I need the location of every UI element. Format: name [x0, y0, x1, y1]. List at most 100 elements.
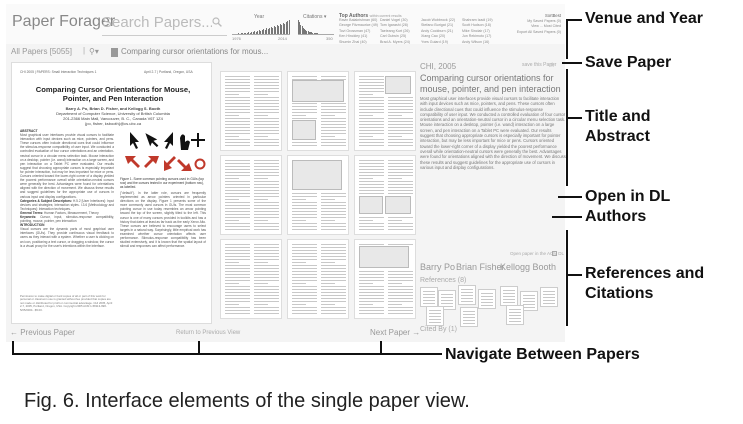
author-item[interactable]: Taeleang Kurt (26) [380, 28, 410, 33]
author-item[interactable]: Yves Guiard (19) [421, 39, 448, 44]
author-item[interactable]: Mike Sinclair (17) [462, 28, 490, 33]
open-in-dl-link[interactable]: Open paper in the ACM DL [510, 251, 565, 256]
author-item[interactable]: Jacob Wobbrock (22) [421, 18, 456, 22]
thumbnail-text-line [225, 121, 250, 122]
thumbnail-text-line [225, 166, 250, 167]
author-column-4[interactable]: Shahram Izadi (19) Scott Hudson (18) Mik… [462, 18, 508, 45]
search-icon[interactable] [212, 17, 222, 27]
thumbnail-text-line [254, 94, 268, 95]
histogram-bar [288, 20, 290, 34]
return-to-previous-view-button[interactable]: Return to Previous View [176, 330, 241, 336]
thumbnail-text-line [292, 292, 317, 293]
thumbnail-text-line [225, 313, 250, 314]
thumbnail-text-line [359, 292, 384, 293]
thumbnail-text-line [225, 136, 239, 137]
most-cited-link[interactable]: View ... Most Cited [531, 24, 561, 28]
page-thumbnail[interactable] [287, 155, 349, 235]
reference-paper-thumbnail[interactable] [478, 289, 496, 309]
annotation-line [12, 353, 442, 355]
thumbnail-figure [292, 120, 316, 140]
author-item[interactable]: Tovi Grossman (47) [339, 28, 371, 33]
thumbnail-text-line [292, 244, 317, 245]
all-papers-link[interactable]: All Papers [5055] [11, 47, 72, 56]
author-link[interactable]: Kellogg Booth [500, 262, 557, 272]
author-column-2[interactable]: Daniel Vogel (30) Tom Igarashi (28) Tael… [380, 18, 426, 45]
page-thumbnail[interactable] [354, 71, 416, 151]
export-saved-link[interactable]: Export All Saved Papers (0) [516, 29, 561, 34]
author-item[interactable]: Stefano Burigat (21) [421, 23, 454, 28]
author-item[interactable]: George Fitzmaurice (49) [339, 23, 378, 28]
histogram-bar [232, 33, 233, 34]
star-icon[interactable]: ☆ [549, 62, 556, 69]
author-item[interactable]: Scott Hudson (18) [462, 23, 491, 28]
histogram-bar [317, 33, 319, 34]
page-thumbnail[interactable] [287, 239, 349, 319]
author-item[interactable]: Carl Gutwin (25) [380, 34, 407, 39]
search-back-icon[interactable]: ⚲▾ [89, 47, 99, 56]
author-item[interactable]: Tom Igarashi (28) [380, 23, 408, 28]
thumbnail-text-line [225, 184, 250, 185]
reference-paper-thumbnail[interactable] [540, 287, 558, 307]
author-item[interactable]: Andy Cockburn (21) [421, 28, 453, 33]
previous-paper-button[interactable]: ← Previous Paper [10, 328, 75, 337]
year-histogram[interactable] [232, 20, 290, 34]
author-item[interactable]: Jun Rekimoto (17) [462, 34, 492, 39]
thumbnail-text-line [254, 145, 279, 146]
page-thumbnail[interactable] [354, 239, 416, 319]
histogram-bar [328, 33, 329, 34]
save-paper-button[interactable]: save this Paper [522, 62, 557, 68]
thumbnail-text-line [321, 130, 346, 131]
thumbnail-text-line [225, 223, 250, 224]
histogram-bar [284, 23, 286, 34]
thumbnail-text-line [321, 289, 346, 290]
thumbnail-text-line [321, 127, 346, 128]
thumbnail-text-line [321, 265, 346, 266]
thumbnail-text-line [321, 214, 346, 215]
author-item[interactable]: Daniel Vogel (30) [380, 18, 408, 22]
saved-papers-link[interactable]: My Saved Papers (0) [527, 18, 561, 23]
author-column-3[interactable]: Jacob Wobbrock (22) Stefano Burigat (21)… [421, 18, 467, 45]
thumbnail-text-line [292, 253, 317, 254]
reference-paper-thumbnail[interactable] [420, 287, 438, 307]
page-thumbnail[interactable] [354, 155, 416, 235]
reference-paper-thumbnail[interactable] [458, 285, 476, 305]
next-paper-button[interactable]: Next Paper → [370, 328, 421, 337]
thumbnail-text-line [359, 109, 384, 110]
thumbnail-text-line [225, 124, 250, 125]
author-link[interactable]: Brian Fisher [456, 262, 505, 272]
histogram-bar [239, 33, 241, 34]
author-column-1[interactable]: Ravin Balakrishnan (60) George Fitzmauri… [339, 18, 385, 45]
sort-label[interactable]: SortBest [544, 13, 561, 18]
author-item[interactable]: Shahram Izadi (19) [462, 18, 493, 22]
reference-paper-thumbnail[interactable] [500, 286, 518, 306]
reference-paper-thumbnail[interactable] [520, 291, 538, 311]
thumbnail-text-line [321, 136, 335, 137]
reference-paper-thumbnail[interactable] [438, 290, 456, 310]
thumbnail-text-line [225, 190, 250, 191]
author-item[interactable]: Ravin Balakrishnan (60) [339, 18, 378, 22]
paper-front-page[interactable]: CHI 2005 | PAPERS: Small Interaction Tec… [11, 62, 212, 324]
page-thumbnail[interactable] [220, 239, 282, 319]
citations-histogram[interactable] [298, 20, 334, 34]
callout-open-dl: Open in DL [585, 188, 671, 205]
thumbnail-text-line [254, 283, 268, 284]
author-item[interactable]: Shumin Zhai (40) [339, 39, 367, 44]
author-item[interactable]: Brad A. Myers (24) [380, 39, 410, 44]
author-item[interactable]: Andy Wilson (16) [462, 39, 490, 44]
author-item[interactable]: Xiang Cao (20) [421, 34, 446, 39]
reference-paper-thumbnail[interactable] [426, 306, 444, 326]
thumbnail-text-line [359, 271, 384, 272]
author-item[interactable]: Ken Hinckley (41) [339, 34, 368, 39]
author-link[interactable]: Barry Po [420, 262, 456, 272]
page-thumbnail[interactable] [287, 71, 349, 151]
page-thumbnail[interactable] [220, 155, 282, 235]
reference-paper-thumbnail[interactable] [460, 307, 478, 327]
histogram-bar [240, 33, 242, 34]
reference-paper-thumbnail[interactable] [506, 305, 524, 325]
thumbnail-text-line [388, 142, 413, 143]
external-link-icon[interactable] [552, 251, 557, 256]
search-input[interactable] [102, 13, 212, 31]
thumbnail-text-line [359, 223, 384, 224]
page-footnote: Permission to make digital or hard copie… [20, 294, 113, 312]
page-thumbnail[interactable] [220, 71, 282, 151]
